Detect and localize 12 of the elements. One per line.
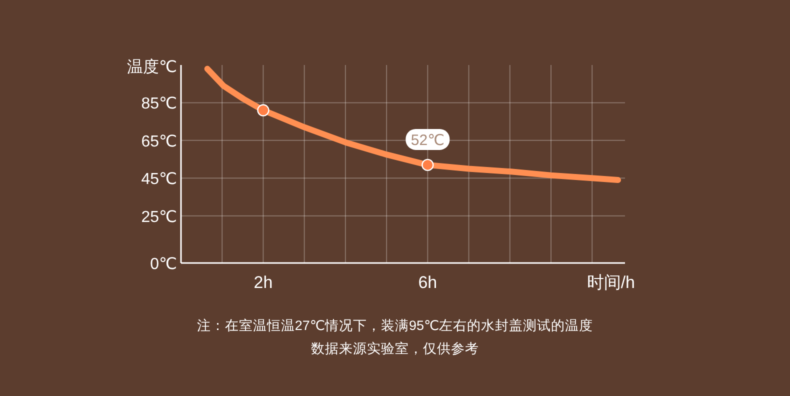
y-tick-label: 65℃: [141, 133, 177, 150]
text: 数据来源实验室，仅供参考: [311, 341, 479, 356]
y-tick-label: 45℃: [141, 171, 177, 188]
x-axis-title: 时间/h: [586, 273, 635, 292]
x-tick-label: 6h: [418, 273, 438, 292]
text: 注：在室温恒温27℃情况下，装满95℃左右的水封盖测试的温度: [196, 318, 594, 333]
y-axis-title: 温度℃: [127, 58, 177, 76]
x-tick-label: 2h: [254, 273, 273, 292]
y-tick-label: 85℃: [141, 96, 177, 113]
data-label: 52℃: [410, 132, 444, 149]
y-tick-label: 25℃: [141, 208, 177, 226]
y-tick-label: 0℃: [150, 256, 177, 273]
